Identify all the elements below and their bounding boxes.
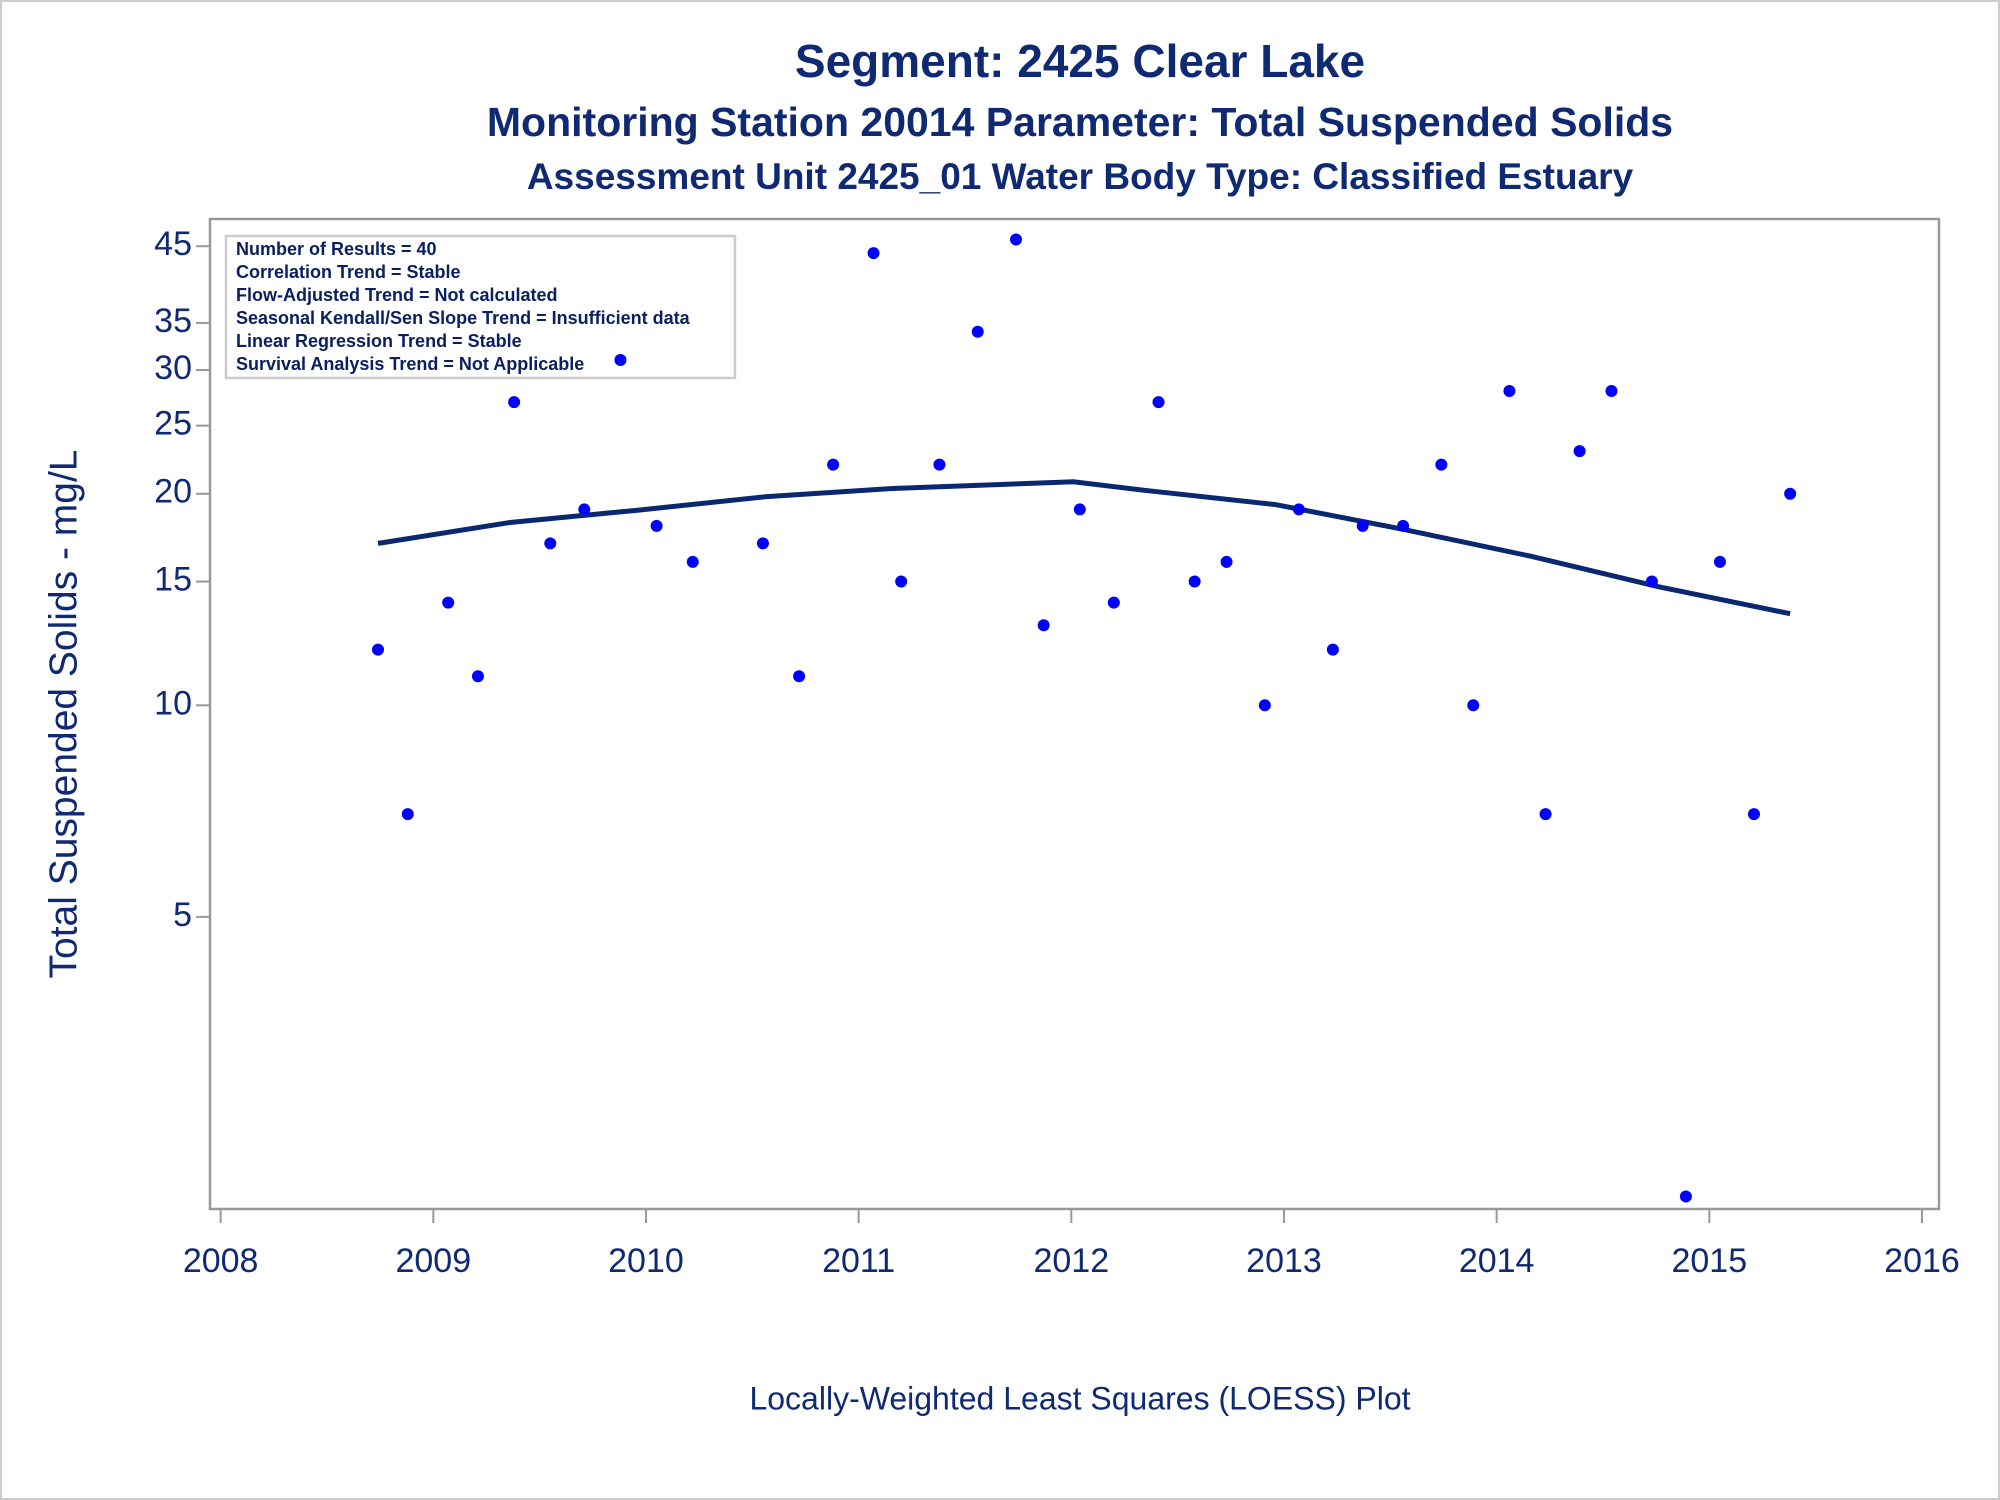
data-point <box>1467 699 1480 712</box>
data-point <box>1713 555 1726 568</box>
data-point <box>827 458 840 471</box>
data-point <box>793 670 806 683</box>
data-point <box>401 808 414 821</box>
data-point <box>1073 503 1086 516</box>
data-point <box>544 537 557 550</box>
data-point <box>933 458 946 471</box>
stats-line: Survival Analysis Trend = Not Applicable <box>236 354 584 374</box>
x-tick-label: 2010 <box>608 1242 684 1280</box>
data-point <box>1679 1190 1692 1203</box>
x-tick-label: 2014 <box>1459 1242 1535 1280</box>
plot-frame <box>208 217 1941 1211</box>
y-tick-label: 35 <box>154 302 192 340</box>
data-point <box>1258 699 1271 712</box>
y-tick-label: 15 <box>154 561 192 599</box>
data-point <box>442 596 455 609</box>
loess-line <box>377 479 1791 617</box>
data-point <box>1503 385 1516 398</box>
x-tick-label: 2015 <box>1671 1242 1747 1280</box>
stats-line: Linear Regression Trend = Stable <box>236 331 522 351</box>
y-tick-label: 25 <box>154 405 192 443</box>
data-point <box>1356 519 1369 532</box>
x-tick-label: 2012 <box>1033 1242 1109 1280</box>
stats-line: Seasonal Kendall/Sen Slope Trend = Insuf… <box>236 308 691 328</box>
data-point <box>1220 555 1233 568</box>
data-point <box>756 537 769 550</box>
data-point <box>1107 596 1120 609</box>
data-point <box>1605 385 1618 398</box>
data-point <box>686 555 699 568</box>
y-tick-label: 30 <box>154 349 192 387</box>
stats-line: Correlation Trend = Stable <box>236 262 461 282</box>
stats-box <box>224 234 737 380</box>
stats-line: Number of Results = 40 <box>236 239 437 259</box>
data-point <box>578 503 591 516</box>
stats-line: Flow-Adjusted Trend = Not calculated <box>236 285 558 305</box>
data-point <box>1037 619 1050 632</box>
x-tick-label: 2011 <box>822 1242 895 1280</box>
data-point <box>372 643 385 656</box>
y-tick-label: 10 <box>154 684 192 722</box>
data-point <box>867 247 880 260</box>
y-tick-label: 20 <box>154 473 192 511</box>
chart-subtitle: Monitoring Station 20014 Parameter: Tota… <box>487 99 1673 145</box>
data-point <box>1539 808 1552 821</box>
data-point <box>1152 396 1165 409</box>
data-point <box>1397 519 1410 532</box>
data-point <box>471 670 484 683</box>
x-tick-label: 2009 <box>395 1242 471 1280</box>
data-point <box>1326 643 1339 656</box>
y-axis-label: Total Suspended Solids - mg/L <box>42 450 85 979</box>
data-point <box>1435 458 1448 471</box>
data-point <box>614 353 627 366</box>
data-point <box>508 396 521 409</box>
y-tick-label: 5 <box>173 896 192 934</box>
data-point <box>650 519 663 532</box>
data-point <box>1747 808 1760 821</box>
data-point <box>1784 487 1797 500</box>
data-point <box>971 325 984 338</box>
chart-subtitle-2: Assessment Unit 2425_01 Water Body Type:… <box>527 156 1634 197</box>
x-tick-label: 2008 <box>183 1242 259 1280</box>
data-point <box>1292 503 1305 516</box>
x-tick-label: 2013 <box>1246 1242 1322 1280</box>
y-tick-label: 45 <box>154 225 192 263</box>
x-tick-label: 2016 <box>1884 1242 1960 1280</box>
data-point <box>895 575 908 588</box>
data-point <box>1010 233 1023 246</box>
data-point <box>1573 445 1586 458</box>
data-point <box>1188 575 1201 588</box>
chart-title: Segment: 2425 Clear Lake <box>795 35 1365 87</box>
data-point <box>1645 575 1658 588</box>
x-axis-label: Locally-Weighted Least Squares (LOESS) P… <box>749 1380 1410 1416</box>
